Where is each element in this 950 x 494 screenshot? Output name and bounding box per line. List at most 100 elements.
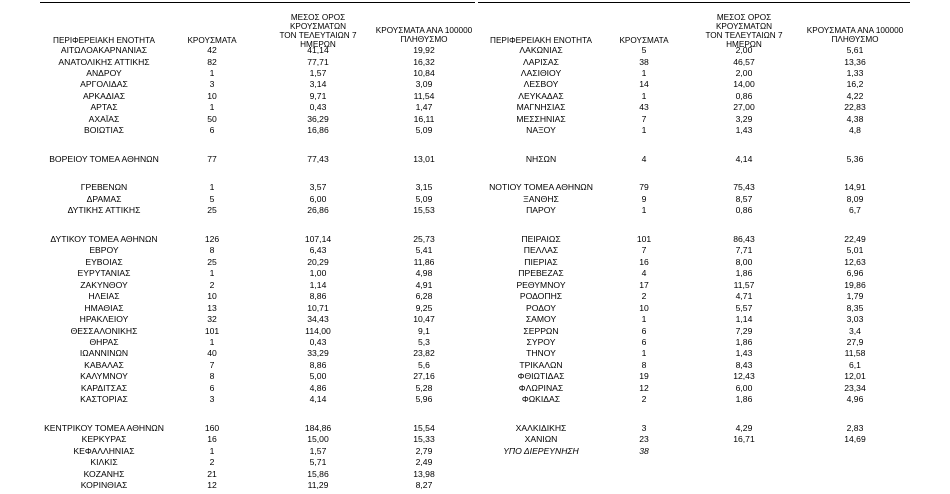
per100k-cell: 25,73 <box>413 233 435 244</box>
region-cell: ΛΑΣΙΘΙΟΥ <box>520 67 562 78</box>
per100k-cell: 12,63 <box>844 256 866 267</box>
avg-cell: 5,00 <box>309 371 327 382</box>
region-cell: ΚΑΒΑΛΑΣ <box>84 359 124 370</box>
per100k-cell: 3,03 <box>846 314 864 325</box>
cases-cell: 8 <box>209 371 215 382</box>
cases-cell: 3 <box>209 79 215 90</box>
cases-cell: 38 <box>639 56 649 67</box>
avg-cell: 1,14 <box>735 314 753 325</box>
per100k-cell: 14,69 <box>844 434 866 445</box>
cases-cell: 43 <box>639 102 649 113</box>
region-cell: ΚΙΛΚΙΣ <box>90 457 118 468</box>
region-cell: ΛΑΡΙΣΑΣ <box>523 56 559 67</box>
per100k-cell: 23,34 <box>844 382 866 393</box>
cases-cell: 32 <box>207 314 217 325</box>
avg-cell: 86,43 <box>733 233 755 244</box>
region-cell: ΡΟΔΟΥ <box>526 302 556 313</box>
per100k-cell: 15,54 <box>413 422 435 433</box>
per100k-cell: 1,47 <box>415 102 433 113</box>
region-cell: ΚΕΡΚΥΡΑΣ <box>81 434 127 445</box>
region-cell: ΜΕΣΣΗΝΙΑΣ <box>516 113 566 124</box>
cases-cell: 50 <box>207 113 217 124</box>
avg-cell: 1,57 <box>309 445 327 456</box>
per100k-cell: 4,91 <box>415 279 433 290</box>
region-cell: ΗΛΕΙΑΣ <box>88 291 120 302</box>
region-cell: ΝΑΞΟΥ <box>526 125 556 136</box>
region-cell: ΑΙΤΩΛΟΑΚΑΡΝΑΝΙΑΣ <box>60 45 148 55</box>
cases-cell: 1 <box>209 337 215 347</box>
avg-cell: 16,86 <box>307 125 329 136</box>
cases-cell: 25 <box>207 205 217 216</box>
avg-cell: 2,00 <box>735 45 753 55</box>
region-cell: ΝΗΣΩΝ <box>525 153 557 164</box>
per100k-cell: 5,96 <box>415 394 433 405</box>
cases-cell: 6 <box>641 337 647 347</box>
avg-cell: 5,57 <box>735 302 753 313</box>
region-cell: ΚΕΝΤΡΙΚΟΥ ΤΟΜΕΑ ΑΘΗΝΩΝ <box>44 422 164 433</box>
per100k-cell: 6,1 <box>849 359 861 370</box>
region-cell: ΚΑΡΔΙΤΣΑΣ <box>80 382 128 393</box>
cases-cell: 10 <box>207 291 217 302</box>
per100k-cell: 11,54 <box>413 90 435 101</box>
avg-cell: 1,86 <box>735 337 753 347</box>
region-cell: ΚΑΛΥΜΝΟΥ <box>80 371 128 382</box>
avg-cell: 33,29 <box>307 348 329 359</box>
per100k-cell: 6,28 <box>415 291 433 302</box>
avg-cell: 2,00 <box>735 67 753 78</box>
per100k-cell: 9,1 <box>418 325 430 336</box>
per100k-cell: 10,47 <box>413 314 435 325</box>
avg-cell: 27,00 <box>733 102 755 113</box>
header-region-right: ΠΕΡΙΦΕΡΕΙΑΚΗ ΕΝΟΤΗΤΑ <box>490 36 592 45</box>
header-cases-right: ΚΡΟΥΣΜΑΤΑ <box>619 36 669 45</box>
avg-cell: 14,00 <box>733 79 755 90</box>
per100k-cell: 4,22 <box>846 90 864 101</box>
region-cell: ΜΑΓΝΗΣΙΑΣ <box>516 102 566 113</box>
avg-cell: 8,86 <box>309 291 327 302</box>
cases-cell: 16 <box>207 434 217 445</box>
region-cell: ΕΒΡΟΥ <box>89 245 119 256</box>
region-cell: ΛΕΣΒΟΥ <box>523 79 559 90</box>
cases-cell: 82 <box>207 56 217 67</box>
per100k-cell: 13,98 <box>413 468 435 479</box>
region-cell: ΧΑΛΚΙΔΙΚΗΣ <box>515 422 567 433</box>
avg-cell: 77,43 <box>307 153 329 164</box>
cases-cell: 1 <box>641 314 647 325</box>
per100k-cell: 3,09 <box>415 79 433 90</box>
avg-cell: 1,00 <box>309 268 327 279</box>
per100k-cell: 3,4 <box>849 325 861 336</box>
region-cell: ΞΑΝΘΗΣ <box>523 193 559 204</box>
avg-cell: 4,14 <box>309 394 327 405</box>
per100k-cell: 5,36 <box>846 153 864 164</box>
avg-cell: 36,29 <box>307 113 329 124</box>
region-cell: ΘΕΣΣΑΛΟΝΙΚΗΣ <box>70 325 138 336</box>
per100k-cell: 2,49 <box>415 457 433 468</box>
header-per100k-right: ΚΡΟΥΣΜΑΤΑ ΑΝΑ 100000 ΠΛΗΘΥΣΜΟ <box>800 26 910 44</box>
cases-cell: 16 <box>639 256 649 267</box>
region-cell: ΚΕΦΑΛΛΗΝΙΑΣ <box>73 445 135 456</box>
region-cell: ΠΙΕΡΙΑΣ <box>524 256 558 267</box>
per100k-cell: 19,92 <box>413 45 435 55</box>
avg-cell: 12,43 <box>733 371 755 382</box>
cases-cell: 1 <box>641 205 647 216</box>
region-cell: ΝΟΤΙΟΥ ΤΟΜΕΑ ΑΘΗΝΩΝ <box>489 182 593 193</box>
header-avg-line1: ΜΕΣΟΣ ΟΡΟΣ ΚΡΟΥΣΜΑΤΩΝ <box>715 13 773 31</box>
avg-cell: 4,29 <box>735 422 753 433</box>
per100k-cell: 2,79 <box>415 445 433 456</box>
header-avg-line2: ΤΟΝ ΤΕΛΕΥΤΑΙΩΝ 7 <box>279 31 357 40</box>
avg-cell: 7,71 <box>735 245 753 256</box>
cases-cell: 1 <box>209 102 215 113</box>
header-region-left: ΠΕΡΙΦΕΡΕΙΑΚΗ ΕΝΟΤΗΤΑ <box>53 36 155 45</box>
per100k-cell: 5,28 <box>415 382 433 393</box>
cases-cell: 21 <box>207 468 217 479</box>
per100k-cell: 5,6 <box>418 359 430 370</box>
cases-cell: 10 <box>207 90 217 101</box>
avg-cell: 9,71 <box>309 90 327 101</box>
avg-cell: 1,14 <box>309 279 327 290</box>
cases-cell: 1 <box>209 67 215 78</box>
per100k-cell: 27,16 <box>413 371 435 382</box>
header-avg-line3: ΗΜΕΡΩΝ <box>726 40 762 49</box>
per100k-cell: 14,91 <box>844 182 866 193</box>
avg-cell: 6,43 <box>309 245 327 256</box>
avg-cell: 1,86 <box>735 268 753 279</box>
avg-cell: 11,29 <box>307 480 329 491</box>
